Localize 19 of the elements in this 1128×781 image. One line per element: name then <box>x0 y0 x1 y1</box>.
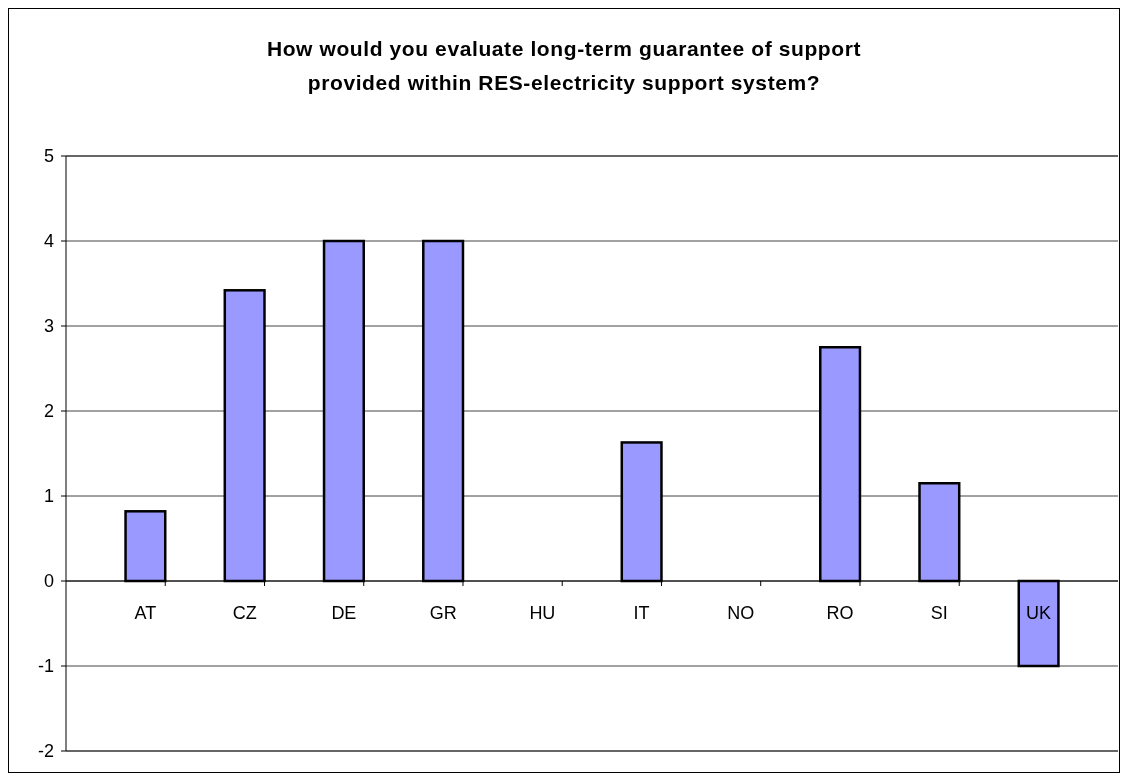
y-tick-label: 3 <box>43 316 54 337</box>
x-tick-label: AT <box>134 603 157 623</box>
y-tick-label: -2 <box>37 741 54 762</box>
y-tick-label: 0 <box>43 571 54 592</box>
x-tick-label: UK <box>1026 603 1052 623</box>
chart-title: How would you evaluate long-term guarantee of support provided within RES-electricity support system? <box>266 37 862 94</box>
y-tick-label: 5 <box>43 146 54 167</box>
x-tick-label: NO <box>727 603 755 623</box>
y-tick-label: 1 <box>43 486 54 507</box>
x-tick-label: RO <box>826 603 854 623</box>
x-tick-label: CZ <box>232 603 257 623</box>
x-tick-label: GR <box>429 603 457 623</box>
y-tick-label: 4 <box>43 231 54 252</box>
x-tick-label: HU <box>529 603 556 623</box>
y-tick-label: 2 <box>43 401 54 422</box>
x-tick-label: IT <box>633 603 650 623</box>
x-tick-label: SI <box>930 603 948 623</box>
y-tick-label: -1 <box>37 656 54 677</box>
x-tick-label: DE <box>331 603 357 623</box>
